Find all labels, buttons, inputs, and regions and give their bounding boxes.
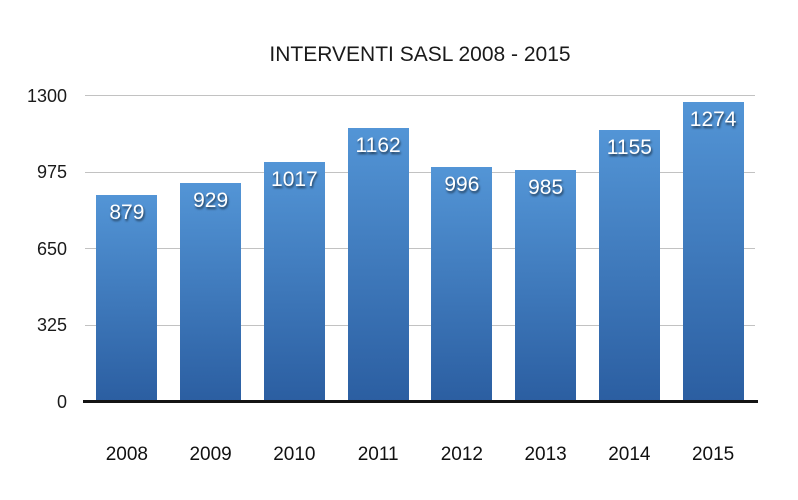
y-axis-tick-label: 325	[36, 315, 67, 336]
bar-2015: 1274	[682, 101, 744, 402]
bar-2010: 1017	[263, 162, 325, 402]
gridline	[85, 248, 755, 250]
x-axis-category-label: 2009	[189, 444, 232, 465]
bar-2011: 1162	[347, 128, 409, 402]
bar-value-label: 1162	[355, 134, 401, 158]
bar-2008: 879	[96, 194, 158, 402]
bar-value-label: 985	[528, 175, 564, 199]
gridline	[85, 324, 755, 326]
x-axis-line	[83, 400, 758, 403]
y-axis-tick-label: 975	[36, 162, 67, 183]
gridline	[85, 171, 755, 173]
y-axis-tick-label: 0	[56, 392, 67, 412]
x-axis-category-label: 2014	[608, 444, 651, 465]
bar-value-label: 879	[109, 200, 145, 224]
x-axis-category-label: 2010	[273, 444, 316, 465]
x-axis-category-label: 2008	[105, 444, 149, 465]
x-axis-category-label: 2011	[357, 444, 399, 465]
bar-2012: 996	[431, 167, 493, 402]
gridline	[85, 95, 755, 96]
bar-2014: 1155	[598, 129, 660, 402]
y-axis-tick-label: 1300	[26, 85, 67, 106]
bar-value-label: 1017	[271, 168, 318, 192]
bar-2009: 929	[180, 182, 242, 402]
x-axis-category-label: 2013	[524, 444, 567, 465]
bar-2013: 985	[515, 169, 577, 402]
x-axis-category-label: 2015	[691, 444, 735, 465]
y-axis-tick-label: 650	[36, 238, 67, 259]
bar-value-label: 1274	[689, 107, 737, 131]
bar-value-label: 1155	[606, 135, 652, 159]
bar-value-label: 929	[193, 188, 229, 212]
chart-title: INTERVENTI SASL 2008 - 2015	[269, 43, 571, 66]
bar-value-label: 996	[444, 173, 480, 197]
x-axis-category-label: 2012	[440, 444, 484, 465]
